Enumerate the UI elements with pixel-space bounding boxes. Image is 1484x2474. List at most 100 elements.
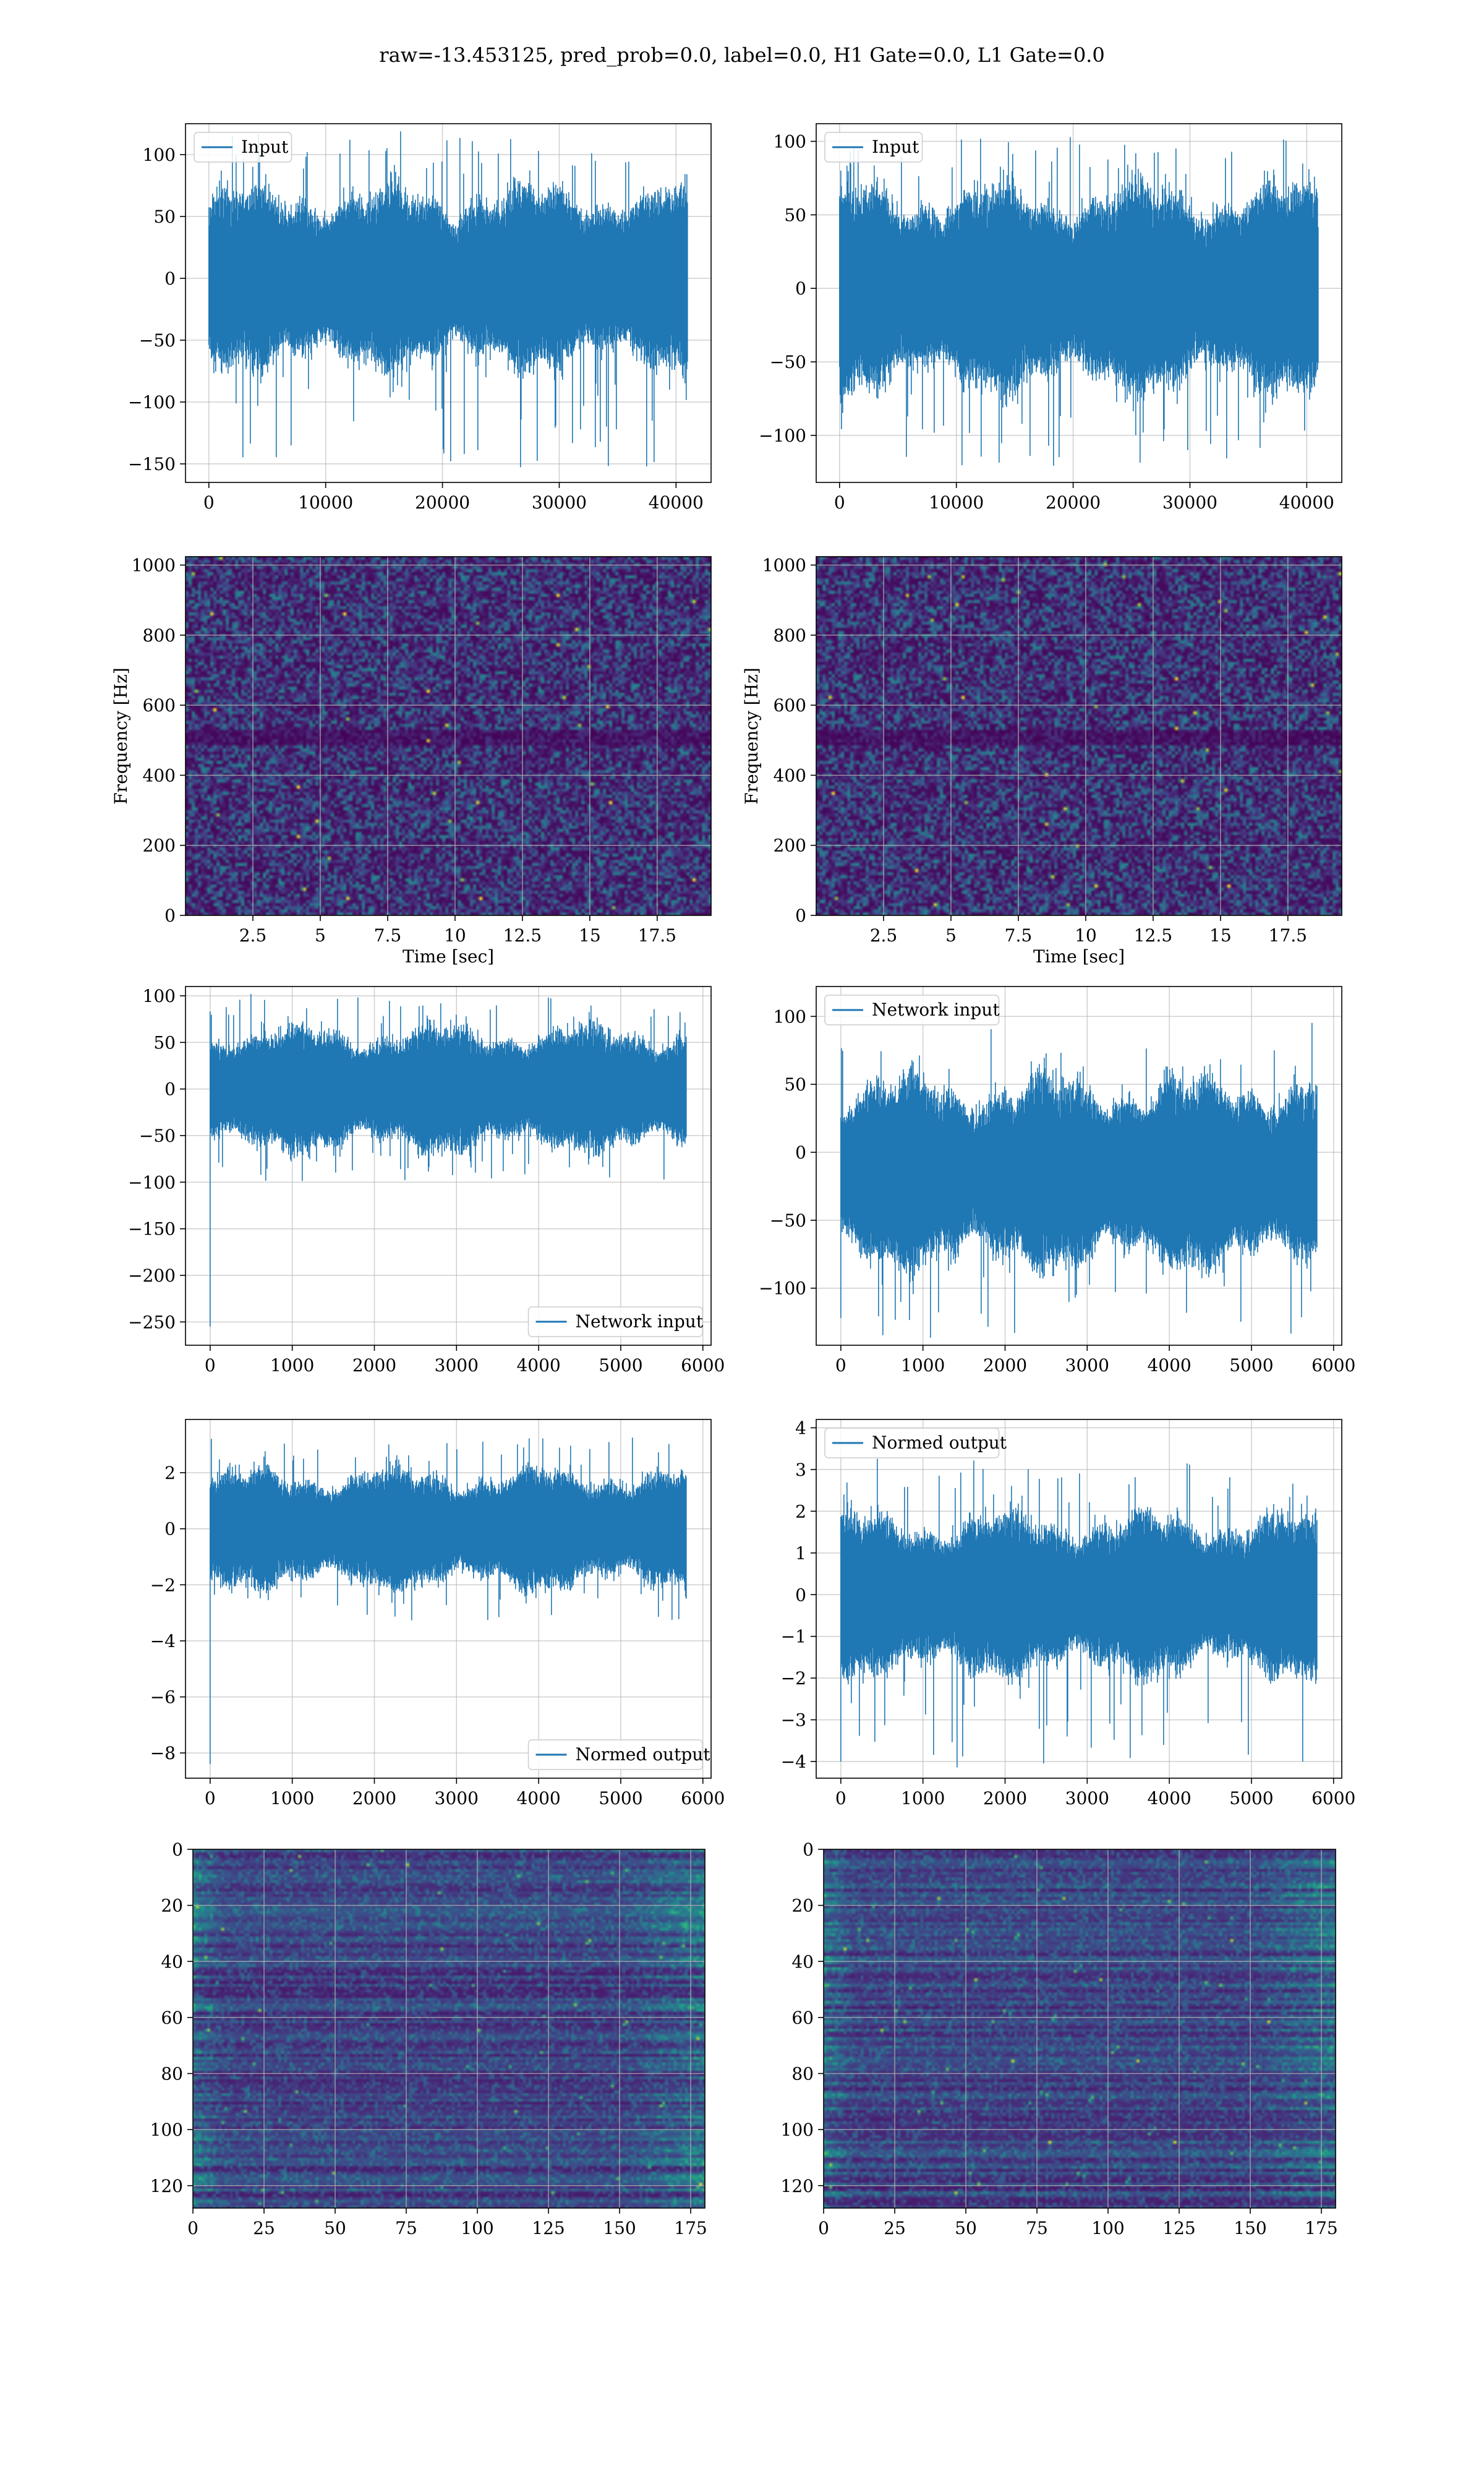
- x-tick-label: 75: [395, 2218, 417, 2238]
- y-tick-label: −2: [150, 1575, 176, 1595]
- x-tick-label: 5000: [1229, 1355, 1273, 1376]
- x-tick-label: 3000: [435, 1355, 479, 1376]
- x-tick-label: 40000: [649, 492, 704, 513]
- x-tick-label: 10: [1075, 925, 1097, 946]
- x-tick-label: 50: [955, 2218, 977, 2238]
- legend: Network input: [824, 995, 1000, 1025]
- x-tick-label: 7.5: [1005, 925, 1033, 946]
- y-tick-label: 0: [164, 1079, 176, 1100]
- y-tick-label: 100: [781, 2120, 814, 2140]
- x-tick-label: 0: [835, 1788, 846, 1808]
- y-tick-label: −6: [150, 1687, 176, 1708]
- x-tick-label: 15: [1209, 925, 1232, 946]
- x-tick-label: 3000: [435, 1788, 479, 1808]
- y-tick-label: 60: [161, 2008, 183, 2028]
- y-tick-label: −2: [781, 1668, 806, 1689]
- legend: Normed output: [824, 1427, 1007, 1458]
- y-tick-label: −150: [128, 1219, 176, 1239]
- legend: Input: [824, 132, 923, 163]
- series-line: [839, 137, 1319, 466]
- y-tick-label: −1: [781, 1627, 806, 1647]
- legend: Normed output: [527, 1739, 711, 1770]
- legend-box: [527, 1739, 703, 1770]
- x-tick-label: 0: [203, 492, 215, 513]
- x-tick-label: 4000: [516, 1355, 560, 1376]
- y-tick-label: 40: [791, 1951, 814, 1972]
- subplot-spectrogram-left: 2.5 5 7.5 10 12.5 15 17.5 0 200 400 600 800 1000 Time…: [111, 555, 712, 967]
- series-line: [840, 1022, 1318, 1338]
- x-tick-label: 0: [205, 1355, 216, 1376]
- y-tick-label: 0: [795, 905, 806, 926]
- y-tick-label: 60: [791, 2008, 814, 2028]
- y-tick-label: 100: [774, 132, 806, 152]
- y-tick-label: 1000: [132, 555, 176, 576]
- y-tick-label: −50: [139, 330, 176, 351]
- x-tick-label: 15: [579, 925, 601, 946]
- x-tick-label: 1000: [270, 1788, 314, 1808]
- y-tick-label: 80: [791, 2064, 814, 2084]
- x-tick-label: 5: [945, 925, 957, 946]
- series-line: [208, 131, 688, 468]
- y-tick-label: −3: [781, 1710, 806, 1731]
- x-tick-label: 100: [461, 2218, 493, 2238]
- heatmap-image: [816, 557, 1342, 915]
- y-tick-label: −100: [759, 1278, 806, 1299]
- x-tick-label: 20000: [1046, 492, 1101, 513]
- x-tick-label: 6000: [681, 1788, 725, 1808]
- x-tick-label: 175: [674, 2218, 707, 2238]
- x-tick-label: 0: [834, 492, 845, 513]
- y-tick-label: −50: [139, 1126, 176, 1146]
- y-tick-label: 20: [791, 1896, 814, 1916]
- y-tick-label: 800: [774, 625, 806, 646]
- y-tick-label: 100: [150, 2120, 183, 2140]
- y-tick-label: 100: [143, 986, 176, 1006]
- x-tick-label: 2.5: [239, 925, 267, 946]
- y-tick-label: 600: [143, 695, 176, 716]
- x-tick-label: 150: [603, 2218, 636, 2238]
- y-axis-label: Frequency [Hz]: [111, 667, 131, 804]
- y-tick-label: −50: [770, 352, 806, 372]
- x-tick-label: 6000: [681, 1355, 725, 1376]
- x-tick-label: 20000: [415, 492, 470, 513]
- series-line: [210, 994, 687, 1327]
- x-tick-label: 75: [1026, 2218, 1048, 2238]
- legend-box: [527, 1306, 703, 1337]
- subplot-input-right: 0 10000 20000 30000 40000 −100 −50 0 50 100 Input: [759, 123, 1342, 513]
- x-tick-label: 5000: [599, 1788, 642, 1808]
- x-tick-label: 25: [884, 2218, 906, 2238]
- y-tick-label: 120: [150, 2176, 183, 2196]
- axes-frame: [823, 1849, 1336, 2209]
- x-tick-label: 0: [187, 2218, 198, 2238]
- subplot-spectrogram-right: 2.5 5 7.5 10 12.5 15 17.5 0 200 400 600 800 1000 Time…: [741, 555, 1342, 967]
- x-tick-label: 7.5: [374, 925, 402, 946]
- y-tick-label: 2: [795, 1501, 806, 1522]
- axes-frame: [816, 123, 1342, 483]
- axes-frame: [185, 123, 712, 483]
- x-tick-label: 10000: [929, 492, 984, 513]
- legend-label: Input: [872, 137, 919, 157]
- subplot-network-right: 0 1000 2000 3000 4000 5000 6000 −100 −50 0 50 100 Ne…: [759, 986, 1355, 1376]
- x-tick-label: 5000: [1229, 1788, 1273, 1808]
- y-axis-label: Frequency [Hz]: [741, 667, 762, 804]
- y-tick-label: 0: [795, 278, 806, 299]
- axes-frame: [192, 1849, 706, 2209]
- y-tick-label: 4: [795, 1418, 806, 1438]
- x-tick-label: 3000: [1065, 1788, 1109, 1808]
- heatmap-image: [824, 1849, 1336, 2208]
- y-tick-label: 0: [164, 905, 176, 926]
- x-tick-label: 0: [835, 1355, 846, 1376]
- y-tick-label: 0: [164, 268, 176, 289]
- x-tick-label: 4000: [516, 1788, 560, 1808]
- x-tick-label: 4000: [1147, 1355, 1191, 1376]
- y-tick-label: 400: [143, 765, 176, 785]
- y-tick-label: −100: [759, 426, 806, 446]
- legend-label: Network input: [872, 999, 1000, 1020]
- y-tick-label: −4: [150, 1631, 176, 1651]
- y-tick-label: 200: [774, 836, 806, 856]
- x-tick-label: 125: [532, 2218, 565, 2238]
- x-axis-label: Time [sec]: [403, 946, 494, 967]
- legend-label: Normed output: [576, 1744, 711, 1765]
- axes-frame: [816, 986, 1342, 1346]
- x-tick-label: 2000: [983, 1355, 1027, 1376]
